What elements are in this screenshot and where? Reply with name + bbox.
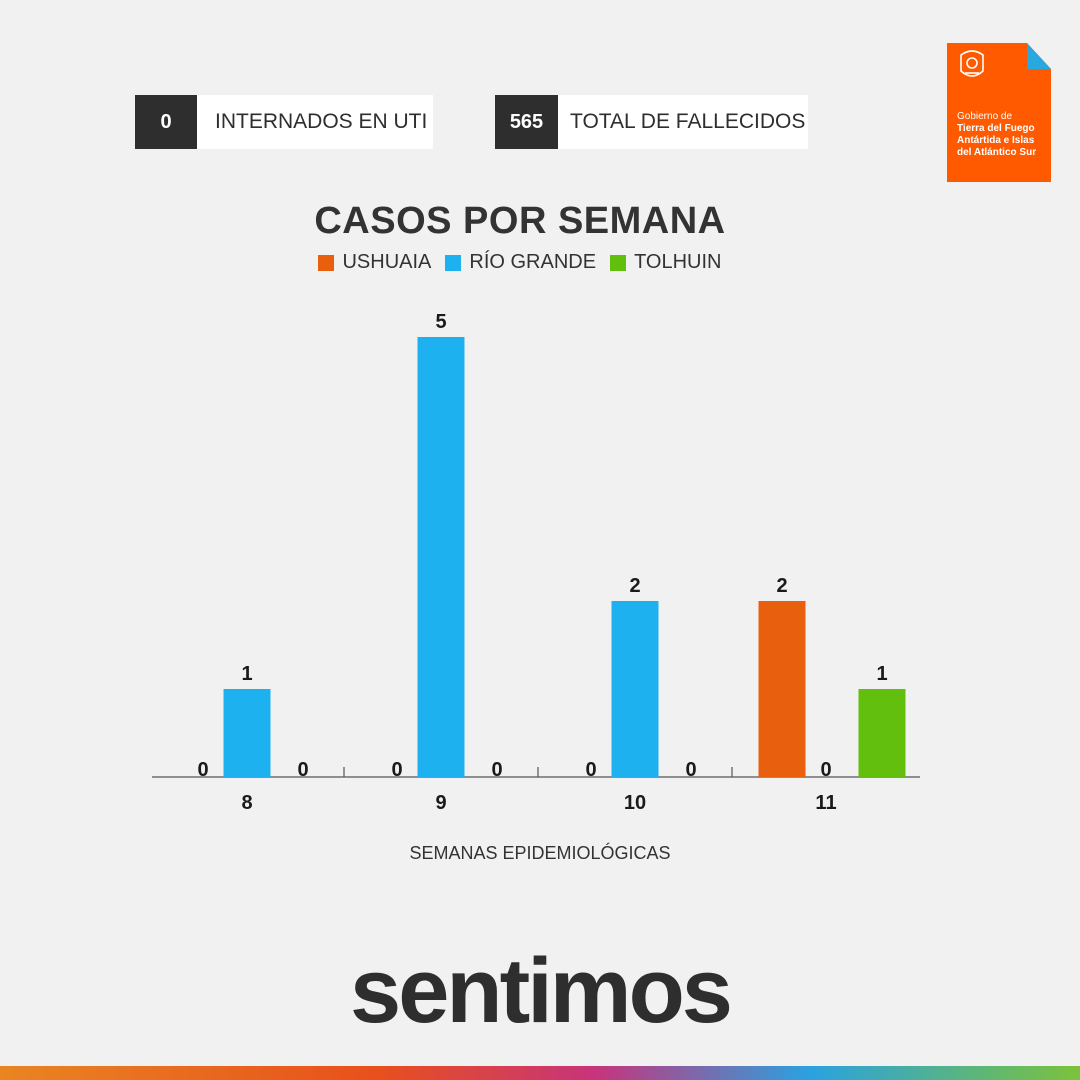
stat-value: 565	[495, 95, 558, 149]
stat-label: INTERNADOS EN UTI	[197, 95, 433, 149]
government-logo: Gobierno de Tierra del Fuego Antártida e…	[947, 43, 1051, 182]
data-label: 5	[435, 311, 446, 333]
stat-label: TOTAL DE FALLECIDOS	[558, 95, 808, 149]
data-label: 2	[776, 575, 787, 597]
stat-value: 0	[135, 95, 197, 149]
data-label: 0	[197, 759, 208, 781]
data-label: 1	[241, 663, 252, 685]
legend-label: USHUAIA	[342, 251, 432, 273]
legend-swatch	[318, 254, 335, 271]
chart-title: CASOS POR SEMANA	[314, 200, 726, 242]
stat-total-fallecidos: 565 TOTAL DE FALLECIDOS	[495, 95, 808, 149]
data-label: 0	[391, 759, 402, 781]
brand-wordmark: sentimos	[0, 940, 1080, 1040]
stat-internados-uti: 0 INTERNADOS EN UTI	[135, 95, 433, 149]
x-tick-label: 11	[815, 792, 836, 814]
logo-document-shape	[947, 43, 1051, 182]
legend-label: TOLHUIN	[634, 251, 722, 273]
bottom-color-bar	[0, 1066, 1080, 1080]
legend-label: RÍO GRANDE	[469, 251, 597, 273]
svg-text:sentimos: sentimos	[350, 940, 730, 1040]
legend-swatch	[445, 254, 462, 271]
x-tick-label: 9	[435, 792, 446, 814]
legend-item-tolhuin: TOLHUIN	[610, 251, 722, 274]
bar-ushuaia	[758, 601, 806, 777]
bar-río-grande	[223, 689, 271, 777]
legend-item-ushuaia: USHUAIA	[318, 251, 431, 274]
data-label: 2	[629, 575, 640, 597]
data-label: 0	[297, 759, 308, 781]
x-tick-label: 10	[624, 792, 646, 814]
sentimos-logo-icon: sentimos	[350, 940, 733, 1040]
x-axis-label: SEMANAS EPIDEMIOLÓGICAS	[409, 843, 671, 863]
bar-río-grande	[611, 601, 659, 777]
bar-tolhuin	[858, 689, 906, 777]
legend-item-rio-grande: RÍO GRANDE	[445, 251, 596, 274]
logo-text: Gobierno de Tierra del Fuego Antártida e…	[957, 111, 1037, 158]
chart-legend: USHUAIA RÍO GRANDE TOLHUIN	[0, 251, 1040, 274]
data-label: 0	[685, 759, 696, 781]
data-label: 0	[585, 759, 596, 781]
bar-río-grande	[417, 337, 465, 777]
x-tick-label: 8	[241, 792, 252, 814]
legend-swatch	[610, 254, 627, 271]
data-label: 0	[491, 759, 502, 781]
coat-of-arms-icon	[960, 50, 984, 77]
data-label: 0	[820, 759, 831, 781]
data-label: 1	[876, 663, 887, 685]
